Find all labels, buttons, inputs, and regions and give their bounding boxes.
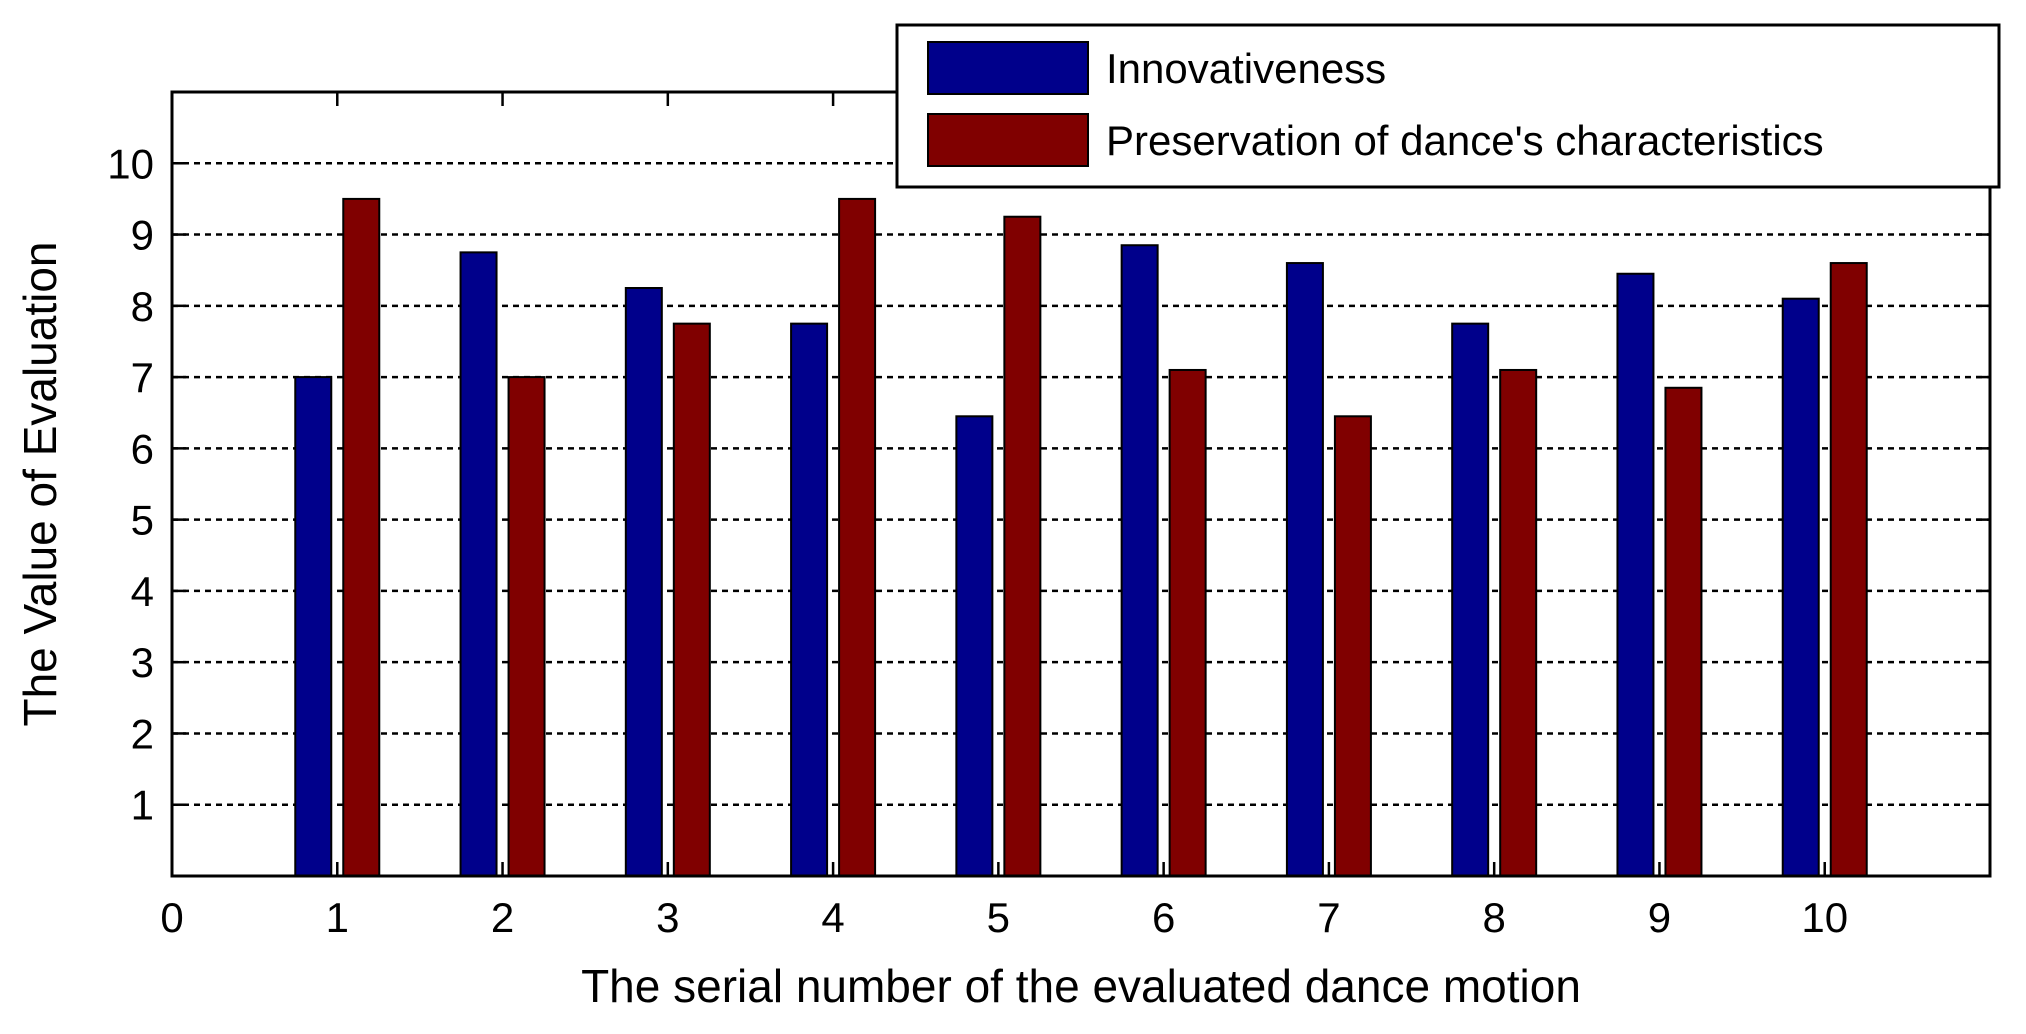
x-tick-label-7: 7 [1317,894,1340,941]
y-tick-label-3: 3 [131,639,154,686]
legend-label-preservation: Preservation of dance's characteristics [1106,117,1824,164]
bar-series1-cat9 [1616,272,1655,877]
bar-series1-cat7 [1285,262,1324,877]
bar-series2-cat3 [672,322,711,877]
bar-series2-cat1 [342,197,381,877]
y-tick-label-7: 7 [131,354,154,401]
bar-series1-cat10 [1781,297,1820,877]
x-tick-label-1: 1 [326,894,349,941]
bar-series2-cat9 [1664,386,1703,877]
bar-series2-cat6 [1168,368,1207,877]
x-tick-label-9: 9 [1648,894,1671,941]
x-tick-label-2: 2 [491,894,514,941]
legend: Innovativeness Preservation of dance's c… [895,23,2001,189]
bar-series2-cat8 [1499,368,1538,877]
y-tick-label-10: 10 [107,140,154,187]
bar-series1-cat5 [955,415,994,877]
bar-series2-cat5 [1003,215,1042,877]
bars [294,197,1868,877]
bar-series1-cat3 [624,287,663,877]
x-tick-label-4: 4 [821,894,844,941]
x-tick-label-0: 0 [160,894,183,941]
y-tick-label-2: 2 [131,710,154,757]
bar-series1-cat2 [459,251,498,877]
tick-labels: 0 1 2 3 4 5 6 7 8 9 10 1 2 3 4 5 6 7 8 9 10 [107,140,1848,941]
grid-lines [172,162,1990,806]
bar-series1-cat8 [1451,322,1490,877]
bar-series2-cat7 [1333,415,1372,877]
bar-series2-cat10 [1829,262,1868,877]
bar-series1-cat6 [1120,244,1159,877]
y-axis-label: The Value of Evaluation [14,241,66,726]
y-tick-label-9: 9 [131,212,154,259]
legend-swatch-innovativeness [927,41,1089,95]
x-tick-label-6: 6 [1152,894,1175,941]
y-tick-label-6: 6 [131,425,154,472]
x-tick-label-3: 3 [656,894,679,941]
y-tick-label-4: 4 [131,568,154,615]
y-tick-label-8: 8 [131,283,154,330]
y-tick-label-5: 5 [131,497,154,544]
x-tick-label-5: 5 [987,894,1010,941]
x-axis-label: The serial number of the evaluated dance… [581,960,1581,1012]
axis-ticks [170,92,1990,876]
legend-label-innovativeness: Innovativeness [1106,45,1386,92]
x-tick-label-8: 8 [1483,894,1506,941]
legend-swatch-preservation [927,113,1089,167]
y-tick-label-1: 1 [131,782,154,829]
bar-series1-cat1 [294,376,333,877]
bar-series1-cat4 [790,322,829,877]
plot-frame [170,90,1992,878]
bar-series2-cat4 [838,197,877,877]
bar-series2-cat2 [507,376,546,877]
x-tick-label-10: 10 [1801,894,1848,941]
